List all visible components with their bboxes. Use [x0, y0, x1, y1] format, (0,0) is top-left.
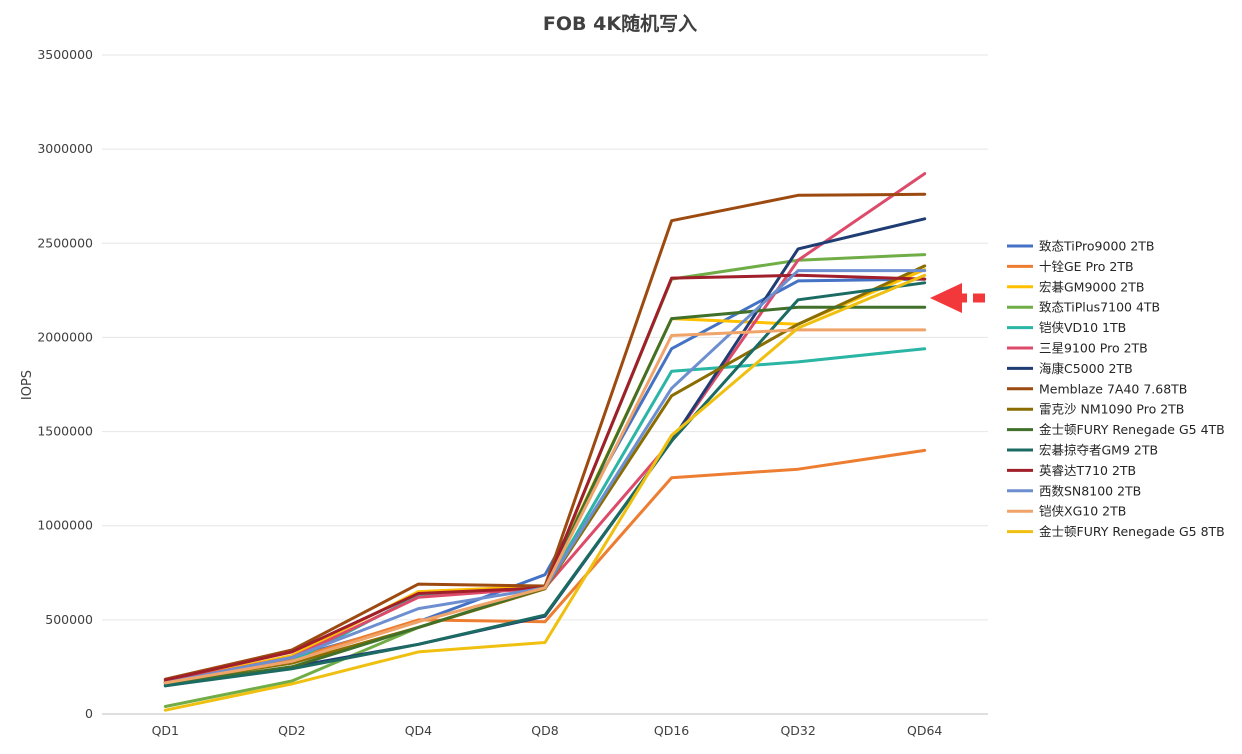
x-tick-label: QD1 — [152, 723, 179, 738]
y-axis-ticks: 0 500000 1000000 1500000 2000000 2500000 30000… — [37, 47, 93, 721]
series-lines — [163, 172, 927, 712]
legend-label: 金士顿FURY Renegade G5 4TB — [1039, 422, 1225, 437]
series-line — [163, 172, 927, 684]
legend-label: Memblaze 7A40 7.68TB — [1039, 381, 1187, 396]
y-tick-label: 1500000 — [37, 424, 93, 439]
legend: 致态TiPro9000 2TB 十铨GE Pro 2TB 宏碁GM9000 2TB 致… — [1007, 239, 1225, 539]
legend-label: 三星9100 Pro 2TB — [1039, 341, 1148, 356]
annotation-arrow — [930, 283, 985, 313]
x-tick-label: QD2 — [278, 723, 305, 738]
series-line — [163, 305, 927, 686]
x-tick-label: QD4 — [405, 723, 432, 738]
gridlines — [102, 54, 988, 715]
x-tick-label: QD8 — [531, 723, 558, 738]
series-line — [163, 281, 927, 688]
y-tick-label: 3000000 — [37, 141, 93, 156]
y-tick-label: 3500000 — [37, 47, 93, 62]
legend-label: 金士顿FURY Renegade G5 8TB — [1039, 524, 1225, 539]
series-line — [163, 273, 927, 712]
legend-label: 致态TiPro9000 2TB — [1039, 239, 1155, 254]
y-tick-label: 500000 — [45, 612, 93, 627]
series-line — [163, 347, 927, 688]
x-tick-label: QD32 — [780, 723, 815, 738]
legend-label: 雷克沙 NM1090 Pro 2TB — [1039, 402, 1184, 417]
x-axis-ticks: QD1 QD2 QD4 QD8 QD16 QD32 QD64 — [152, 723, 943, 738]
legend-label: 铠侠XG10 2TB — [1039, 504, 1126, 519]
legend-label: 致态TiPlus7100 4TB — [1039, 300, 1160, 315]
arrow-head — [930, 283, 962, 313]
x-tick-label: QD64 — [907, 723, 942, 738]
legend-label: 宏碁GM9000 2TB — [1039, 279, 1144, 294]
legend-label: 海康C5000 2TB — [1039, 361, 1133, 376]
x-tick-label: QD16 — [654, 723, 689, 738]
legend-label: 西数SN8100 2TB — [1039, 483, 1141, 498]
series-line — [163, 328, 927, 685]
legend-label: 英睿达T710 2TB — [1039, 463, 1136, 478]
legend-label: 铠侠VD10 1TB — [1039, 320, 1126, 335]
y-tick-label: 1000000 — [37, 518, 93, 533]
y-axis-label: IOPS — [20, 370, 35, 400]
chart-title: FOB 4K随机写入 — [543, 12, 697, 35]
y-tick-label: 2500000 — [37, 235, 93, 250]
legend-label: 十铨GE Pro 2TB — [1039, 259, 1134, 274]
y-tick-label: 0 — [85, 706, 93, 721]
legend-label: 宏碁掠夺者GM9 2TB — [1039, 443, 1158, 458]
series-line — [163, 448, 927, 684]
y-tick-label: 2000000 — [37, 329, 93, 344]
series-line — [163, 192, 927, 681]
